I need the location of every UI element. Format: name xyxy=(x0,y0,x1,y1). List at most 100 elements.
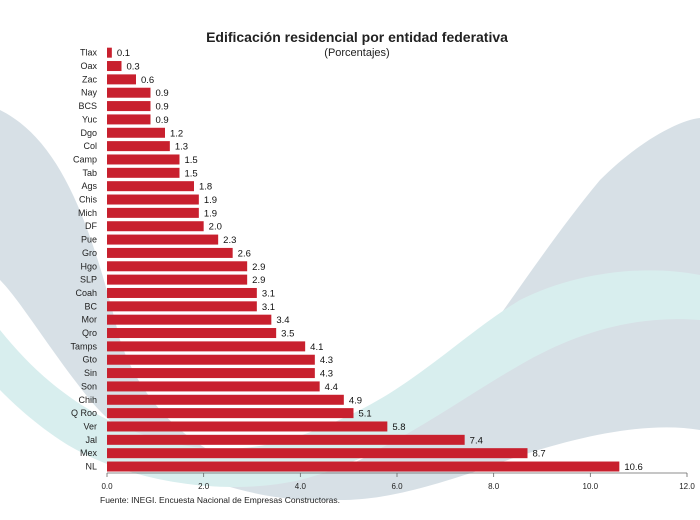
bar-pue xyxy=(107,234,219,245)
value-label: 0.9 xyxy=(156,88,169,99)
chart-subtitle: (Porcentajes) xyxy=(324,47,389,59)
value-label: 3.4 xyxy=(276,315,289,326)
category-label: DF xyxy=(85,221,97,231)
bar-bc xyxy=(107,301,257,312)
value-label: 4.9 xyxy=(349,395,362,406)
value-label: 2.6 xyxy=(238,248,251,259)
value-label: 0.1 xyxy=(117,48,130,59)
bar-col xyxy=(107,141,170,152)
category-label: Qro xyxy=(82,328,97,338)
value-label: 1.3 xyxy=(175,142,188,153)
value-label: 5.1 xyxy=(359,409,372,420)
value-label: 4.3 xyxy=(320,369,333,380)
category-label: Jal xyxy=(85,435,97,445)
bar-qro xyxy=(107,328,277,339)
value-label: 1.2 xyxy=(170,128,183,139)
x-tick-label: 4.0 xyxy=(295,482,307,491)
value-label: 2.9 xyxy=(252,275,265,286)
category-label: Mor xyxy=(82,315,98,325)
value-label: 3.5 xyxy=(281,329,294,340)
value-label: 10.6 xyxy=(624,462,643,473)
bar-df xyxy=(107,221,204,232)
bar-mor xyxy=(107,314,272,325)
bar-tlax xyxy=(107,47,112,58)
value-label: 3.1 xyxy=(262,288,275,299)
bar-bcs xyxy=(107,101,151,112)
category-label: Pue xyxy=(81,235,97,245)
category-label: Yuc xyxy=(82,114,98,124)
x-tick-label: 12.0 xyxy=(679,482,695,491)
bar-son xyxy=(107,381,320,392)
category-label: NL xyxy=(85,462,97,472)
category-label: Camp xyxy=(73,154,97,164)
category-label: Ver xyxy=(83,421,97,431)
value-label: 1.5 xyxy=(185,168,198,179)
category-label: Col xyxy=(83,141,97,151)
category-label: Son xyxy=(81,381,97,391)
category-label: SLP xyxy=(80,275,97,285)
bar-chih xyxy=(107,394,344,405)
value-label: 4.4 xyxy=(325,382,338,393)
bar-zac xyxy=(107,74,136,85)
bar-nl xyxy=(107,461,620,472)
category-label: Tab xyxy=(82,168,97,178)
chart-title: Edificación residencial por entidad fede… xyxy=(206,29,508,45)
value-label: 1.9 xyxy=(204,208,217,219)
bar-hgo xyxy=(107,261,248,272)
value-label: 5.8 xyxy=(392,422,405,433)
category-label: Sin xyxy=(84,368,97,378)
category-label: Dgo xyxy=(80,128,97,138)
category-label: Mex xyxy=(80,448,98,458)
category-label: Gto xyxy=(82,355,97,365)
x-tick-label: 0.0 xyxy=(101,482,113,491)
bar-mex xyxy=(107,448,528,459)
background-swoosh-teal xyxy=(0,270,700,487)
bar-dgo xyxy=(107,127,165,138)
bar-ags xyxy=(107,181,194,192)
value-label: 4.3 xyxy=(320,355,333,366)
bar-gto xyxy=(107,354,315,365)
value-label: 8.7 xyxy=(533,449,546,460)
value-label: 0.6 xyxy=(141,75,154,86)
bar-gro xyxy=(107,247,233,258)
category-label: Chis xyxy=(79,195,98,205)
x-ticks-layer: 0.0 2.0 4.0 6.0 8.0 10.0 12.0 xyxy=(101,473,695,491)
bar-tamps xyxy=(107,341,306,352)
value-label: 2.3 xyxy=(223,235,236,246)
source-note: Fuente: INEGI. Encuesta Nacional de Empr… xyxy=(100,495,340,505)
bar-camp xyxy=(107,154,180,165)
category-label: Q Roo xyxy=(71,408,97,418)
x-tick-label: 2.0 xyxy=(198,482,210,491)
value-label: 3.1 xyxy=(262,302,275,313)
category-label: Tlax xyxy=(80,48,98,58)
bar-coah xyxy=(107,287,257,298)
bar-q-roo xyxy=(107,408,354,419)
category-label: Nay xyxy=(81,88,98,98)
value-label: 7.4 xyxy=(470,435,483,446)
x-tick-label: 8.0 xyxy=(488,482,500,491)
value-label: 2.0 xyxy=(209,222,222,233)
value-label: 1.5 xyxy=(185,155,198,166)
category-label: BCS xyxy=(78,101,97,111)
value-label: 2.9 xyxy=(252,262,265,273)
value-label: 4.1 xyxy=(310,342,323,353)
bar-ver xyxy=(107,421,388,432)
bar-nay xyxy=(107,87,151,98)
bar-jal xyxy=(107,434,465,445)
bar-oax xyxy=(107,61,122,72)
bars-layer: Tlax 0.1 Oax 0.3 Zac 0.6 Nay 0.9 BCS 0.9 Yuc 0.9 Dgo… xyxy=(70,47,643,473)
bar-sin xyxy=(107,368,315,379)
category-label: Mich xyxy=(78,208,97,218)
category-label: Gro xyxy=(82,248,97,258)
x-tick-label: 6.0 xyxy=(391,482,403,491)
bar-tab xyxy=(107,167,180,178)
bar-mich xyxy=(107,207,199,218)
category-label: Oax xyxy=(80,61,97,71)
category-label: Chih xyxy=(78,395,97,405)
value-label: 0.9 xyxy=(156,102,169,113)
category-label: Hgo xyxy=(80,261,97,271)
category-label: Ags xyxy=(81,181,97,191)
category-label: BC xyxy=(84,301,97,311)
